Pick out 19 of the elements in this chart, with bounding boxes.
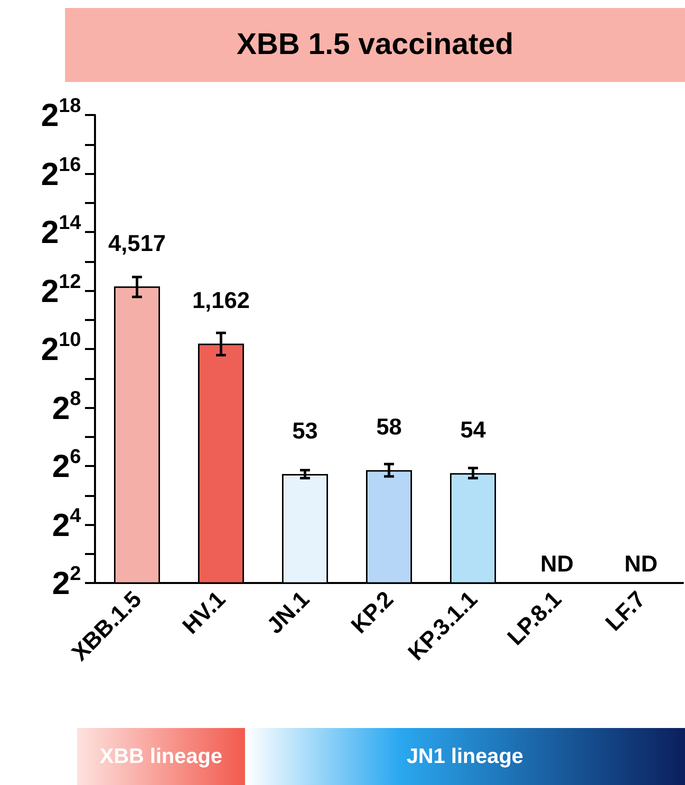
y-tick-label: 2$^{4}$ — [52, 504, 81, 544]
text: ND — [624, 550, 658, 576]
y-tick-label: 2$^{14}$ — [40, 211, 81, 252]
y-tick-label: 2$^{10}$ — [40, 328, 81, 369]
text: XBB lineage — [77, 728, 245, 785]
y-tick-label: 2$^{8}$ — [52, 386, 81, 428]
data-label: 4,517 — [108, 230, 166, 256]
text: ND — [540, 550, 574, 576]
data-label: 1,162 — [192, 287, 250, 314]
y-tick-label: 2$^{12}$ — [40, 270, 81, 310]
text: JN1 lineage — [245, 728, 685, 785]
y-tick-label: 2$^{2}$ — [52, 562, 81, 601]
data-label: 53 — [292, 417, 318, 444]
y-tick-label: 2$^{18}$ — [40, 94, 81, 135]
data-label: 58 — [376, 414, 402, 440]
y-tick-label: 2$^{16}$ — [40, 152, 81, 194]
y-tick-label: 2$^{6}$ — [52, 445, 81, 486]
chart-title: XBB 1.5 vaccinated — [65, 8, 685, 82]
data-label: 54 — [460, 416, 486, 443]
